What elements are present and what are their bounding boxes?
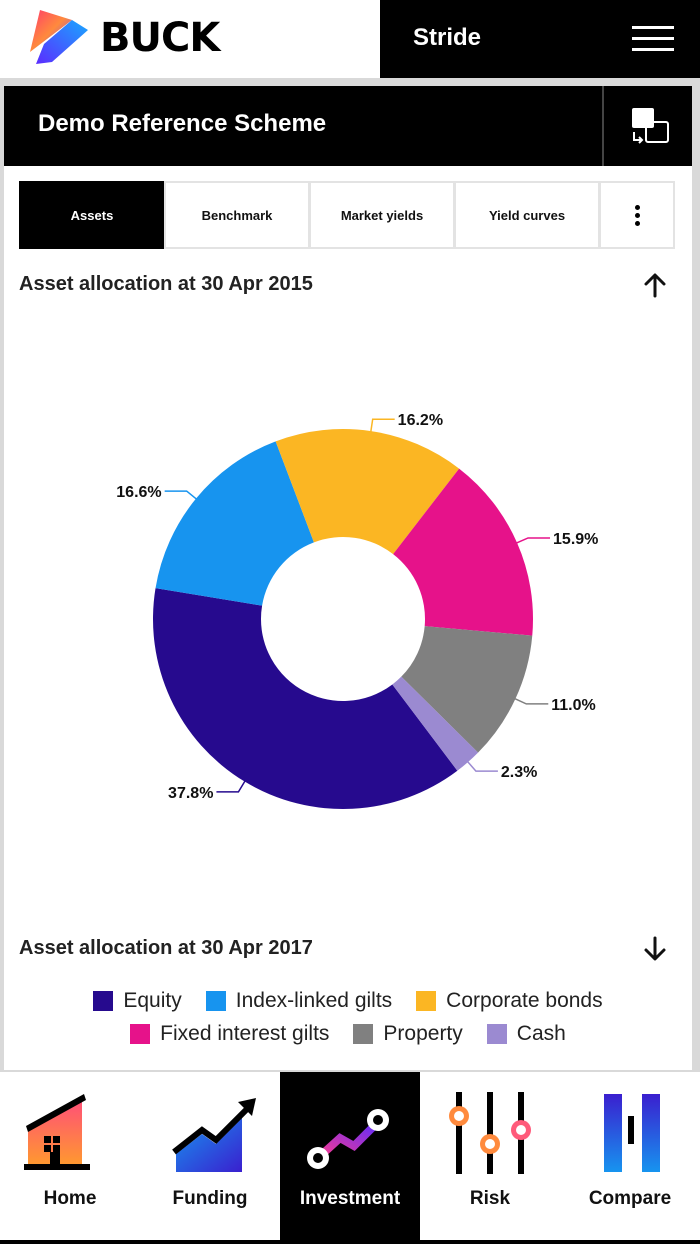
legend-item-equity[interactable]: Equity: [93, 988, 182, 1013]
app-name: Stride: [413, 24, 482, 51]
legend-row: Fixed interest gilts Property Cash: [4, 1017, 692, 1050]
bottom-nav: Home Funding Investment Risk: [0, 1072, 700, 1240]
scheme-title: Demo Reference Scheme: [38, 110, 327, 137]
legend-item-fixed-interest-gilts[interactable]: Fixed interest gilts: [130, 1022, 329, 1046]
tab-assets[interactable]: Assets: [19, 181, 165, 249]
investment-icon: [307, 1109, 389, 1169]
legend-swatch: [353, 1023, 374, 1044]
legend-item-corporate-bonds[interactable]: Corporate bonds: [416, 988, 603, 1013]
switch-scheme-icon: [632, 108, 669, 144]
section-title-2015: Asset allocation at 30 Apr 2015: [19, 273, 313, 295]
label-leader-line: [216, 779, 247, 793]
switch-scheme-button[interactable]: [602, 86, 692, 166]
nav-label: Risk: [469, 1188, 511, 1209]
nav-risk[interactable]: Risk: [420, 1072, 560, 1240]
chart-legend: Equity Index-linked gilts Corporate bond…: [4, 984, 692, 1050]
legend-label: Corporate bonds: [446, 988, 603, 1012]
asset-allocation-donut-chart: 37.8% 16.6% 16.2% 15.9% 11.0% 2.3%: [116, 412, 598, 809]
app-header: BUCK Stride: [0, 0, 700, 78]
scheme-bar: Demo Reference Scheme: [4, 86, 692, 166]
data-label: 16.6%: [116, 484, 161, 501]
more-vertical-icon: [634, 204, 640, 226]
nav-funding[interactable]: Funding: [140, 1072, 280, 1240]
donut-slice-corporate-bonds[interactable]: [275, 429, 460, 555]
donut-slice-equity[interactable]: [153, 588, 458, 809]
tab-benchmark[interactable]: Benchmark: [164, 181, 310, 249]
funding-icon: [172, 1098, 256, 1172]
nav-home[interactable]: Home: [0, 1072, 140, 1240]
nav-label: Funding: [172, 1188, 248, 1209]
nav-label: Compare: [588, 1188, 672, 1209]
label-leader-line: [513, 697, 549, 705]
legend-item-cash[interactable]: Cash: [486, 1021, 566, 1046]
donut-slice-index-linked-gilts[interactable]: [155, 441, 314, 606]
tab-bar: Assets Benchmark Market yields Yield cur…: [19, 181, 675, 249]
legend-swatch: [486, 1023, 507, 1044]
risk-icon: [449, 1092, 531, 1174]
legend-item-property[interactable]: Property: [353, 1021, 463, 1046]
label-leader-line: [466, 760, 498, 772]
legend-label: Property: [383, 1021, 463, 1045]
hamburger-icon[interactable]: [632, 24, 676, 54]
donut-slice-property[interactable]: [401, 626, 533, 753]
data-label: 37.8%: [168, 785, 213, 802]
logo[interactable]: BUCK: [0, 0, 380, 78]
nav-label: Home: [43, 1188, 97, 1209]
legend-swatch: [130, 1023, 151, 1044]
compare-icon: [604, 1094, 660, 1172]
buck-logo-icon: [30, 10, 88, 64]
data-label: 11.0%: [551, 697, 595, 714]
legend-label: Index-linked gilts: [235, 988, 393, 1012]
more-tabs-button[interactable]: [599, 181, 675, 249]
legend-item-index-linked-gilts[interactable]: Index-linked gilts: [205, 988, 393, 1013]
nav-compare[interactable]: Compare: [560, 1072, 700, 1240]
legend-swatch: [416, 990, 437, 1011]
arrow-up-icon[interactable]: [640, 270, 670, 300]
label-leader-line: [164, 490, 198, 501]
data-label: 15.9%: [553, 531, 598, 548]
home-icon: [24, 1094, 90, 1170]
label-leader-line: [514, 537, 551, 545]
tab-yield-curves[interactable]: Yield curves: [454, 181, 600, 249]
tab-market-yields[interactable]: Market yields: [309, 181, 455, 249]
nav-label: Investment: [299, 1188, 401, 1209]
legend-swatch: [205, 990, 226, 1011]
content-card: Assets Benchmark Market yields Yield cur…: [4, 166, 692, 1070]
donut-slice-cash[interactable]: [392, 676, 479, 771]
legend-row: Equity Index-linked gilts Corporate bond…: [4, 984, 692, 1017]
donut-slice-fixed-interest-gilts[interactable]: [393, 468, 533, 636]
legend-swatch: [93, 990, 114, 1011]
bottom-edge: [0, 1240, 700, 1244]
legend-label: Equity: [123, 988, 182, 1012]
arrow-down-icon[interactable]: [640, 934, 670, 964]
nav-investment[interactable]: Investment: [280, 1072, 420, 1240]
legend-label: Fixed interest gilts: [160, 1021, 330, 1045]
section-title-2017: Asset allocation at 30 Apr 2017: [19, 937, 313, 959]
legend-label: Cash: [516, 1021, 566, 1045]
data-label: 16.2%: [398, 412, 443, 429]
label-leader-line: [369, 418, 395, 434]
logo-text: BUCK: [100, 15, 220, 61]
data-label: 2.3%: [501, 764, 537, 781]
